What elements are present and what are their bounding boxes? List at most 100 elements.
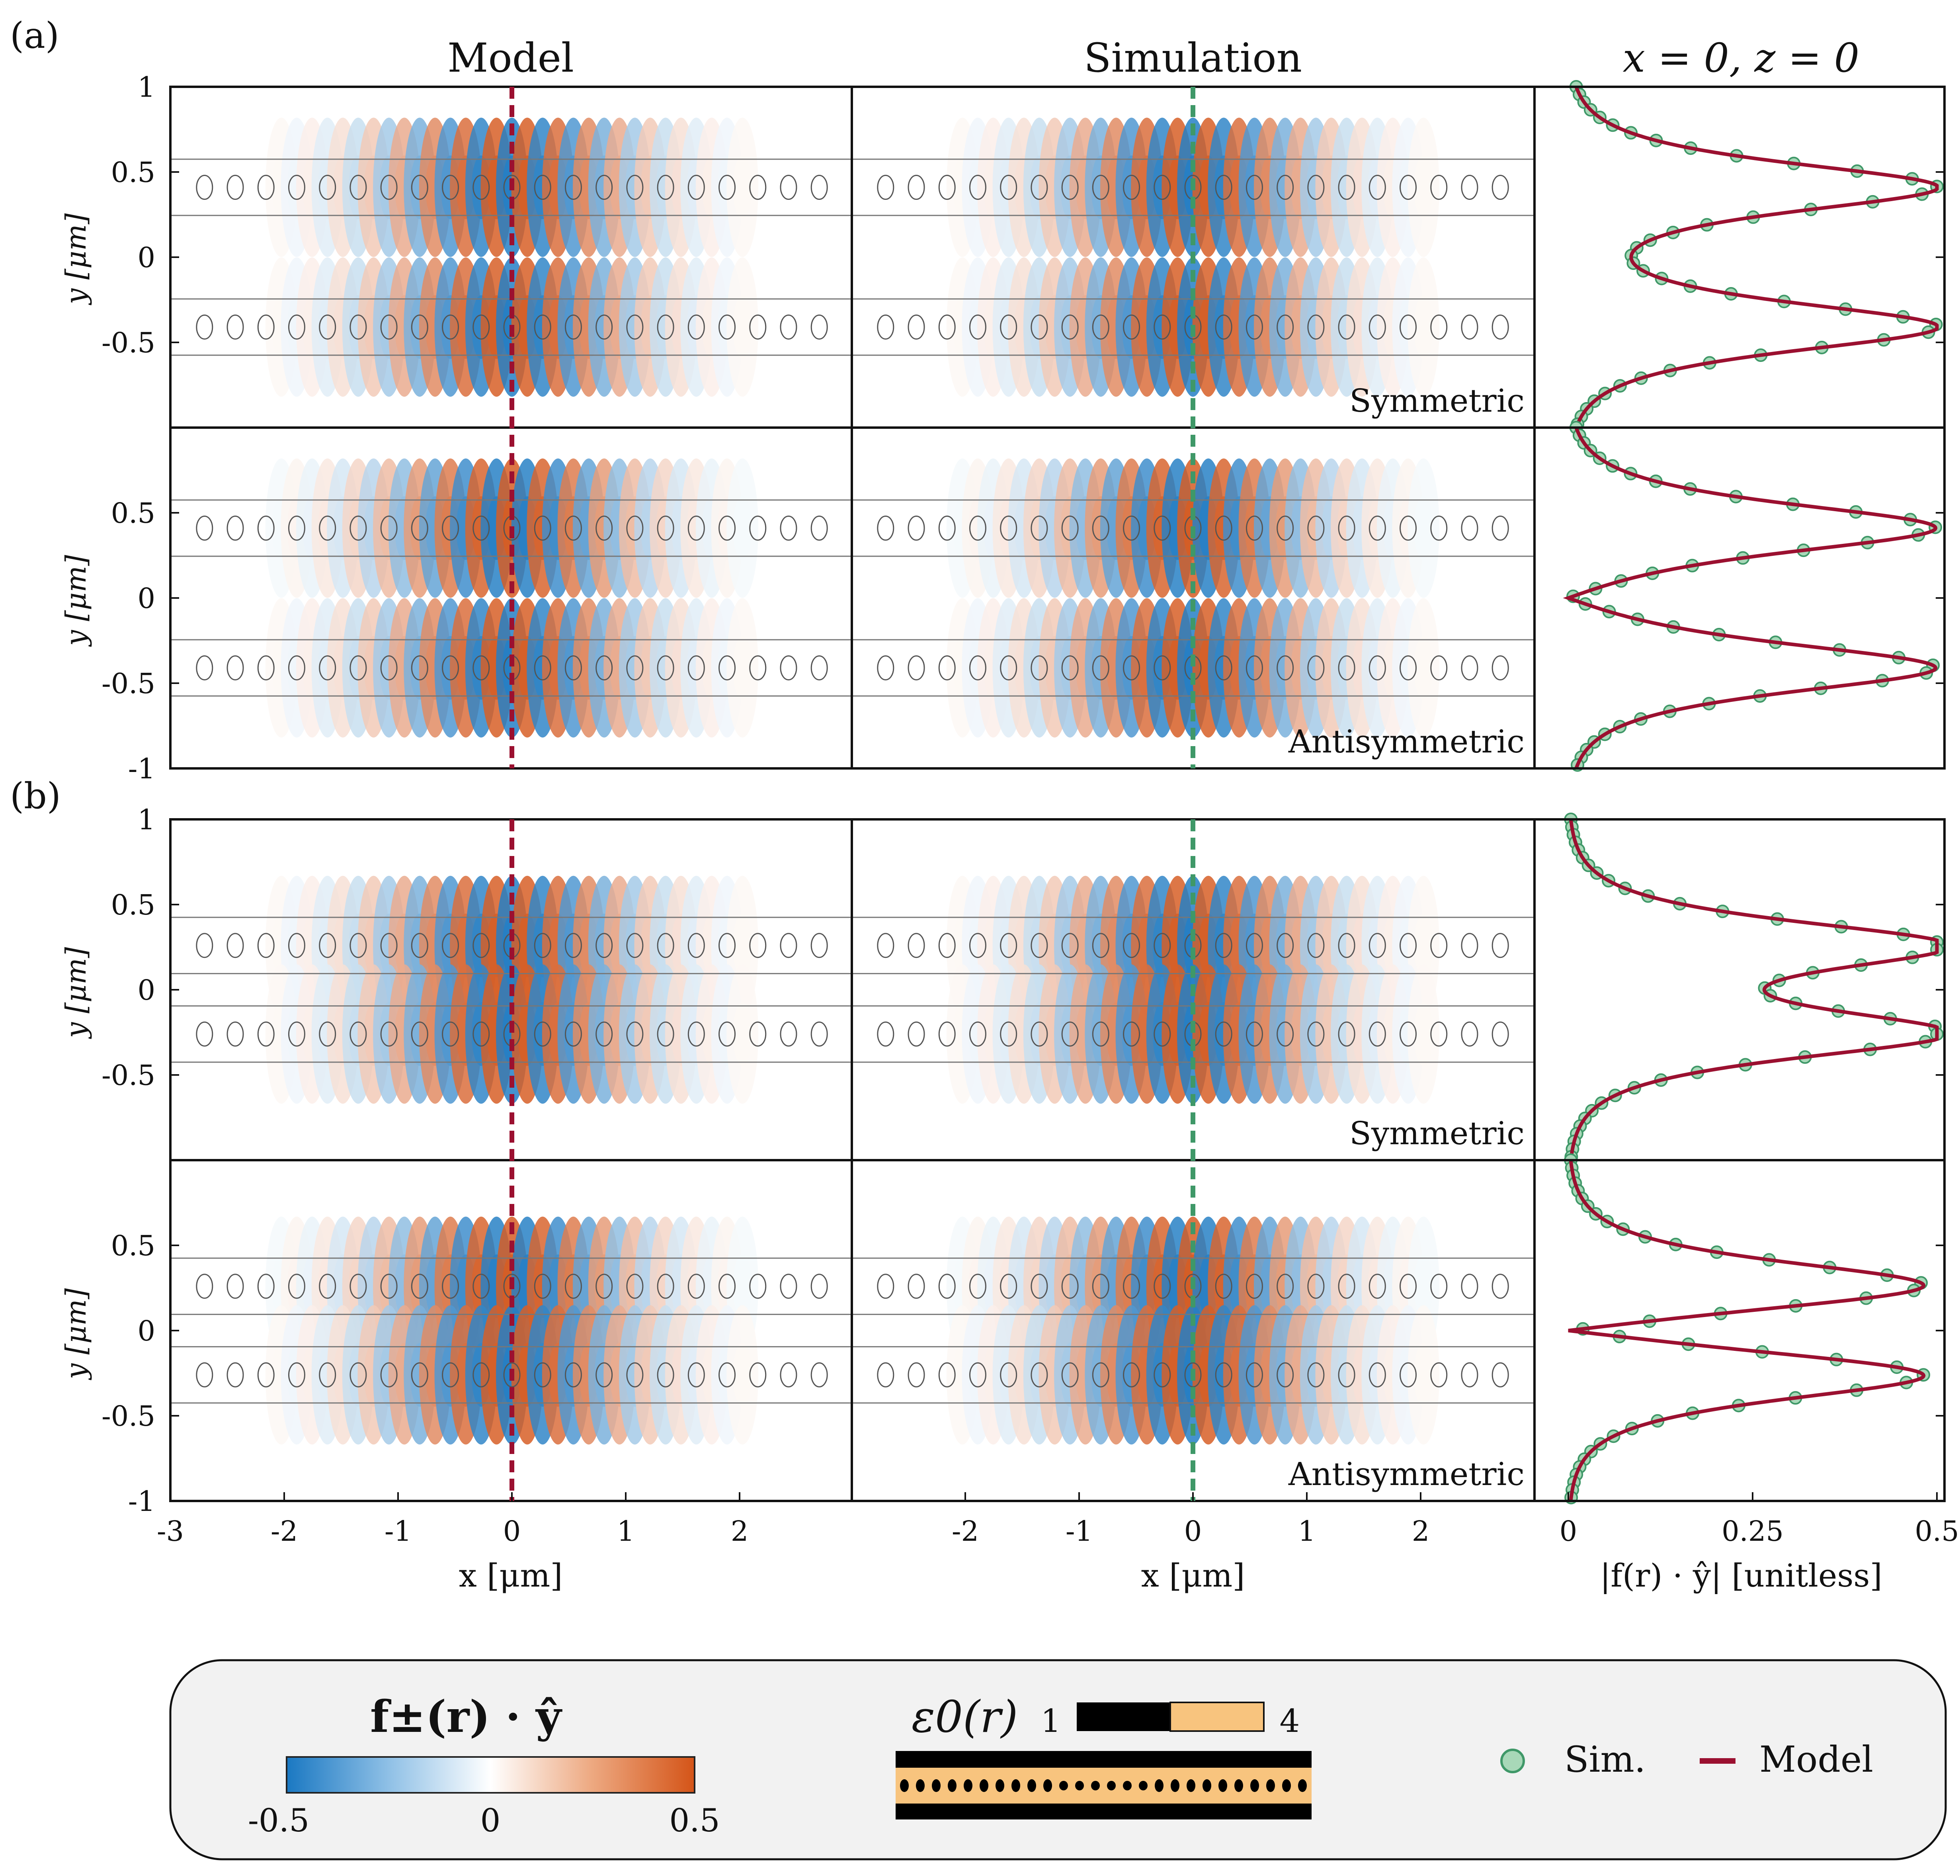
photonic-hole: [687, 1021, 705, 1047]
eps-strip-hole: [1203, 1779, 1211, 1792]
eps-strip-hole: [900, 1779, 909, 1792]
colorbar: [286, 1756, 695, 1794]
photonic-hole: [687, 1362, 705, 1387]
colorbar-min-label: -0.5: [248, 1802, 309, 1839]
profile-sim-points: [1564, 813, 1944, 1164]
colorbar-title: f±(r) · ŷ: [370, 1691, 562, 1742]
profile-sim-points: [1569, 80, 1944, 431]
photonic-hole: [749, 1362, 767, 1387]
photonic-hole: [810, 1362, 828, 1387]
photonic-hole: [626, 175, 644, 200]
photonic-hole: [349, 1021, 367, 1047]
photonic-hole: [349, 175, 367, 200]
sim-legend-label: Sim.: [1564, 1739, 1646, 1780]
photonic-hole: [411, 175, 428, 200]
panel-a-label: (a): [10, 15, 59, 57]
photonic-hole: [380, 655, 398, 680]
photonic-hole: [780, 314, 797, 340]
photonic-hole: [1154, 655, 1171, 680]
photonic-hole: [938, 314, 956, 340]
photonic-hole: [1430, 516, 1448, 541]
photonic-hole: [1245, 1274, 1263, 1299]
field-lobe-core: [733, 496, 752, 560]
column-title-simulation: Simulation: [1084, 35, 1302, 81]
photonic-hole: [1031, 933, 1048, 958]
photonic-hole: [257, 1274, 275, 1299]
panel-b-label: (b): [10, 775, 61, 817]
x-tick-label: 0: [1560, 1515, 1577, 1548]
photonic-hole: [938, 1274, 956, 1299]
photonic-hole: [196, 1274, 213, 1299]
photonic-hole: [1400, 175, 1417, 200]
field-lobe-core: [1414, 1343, 1433, 1407]
photonic-hole: [380, 1362, 398, 1387]
photonic-hole: [534, 933, 551, 958]
eps-strip-hole: [1218, 1779, 1227, 1792]
photonic-hole: [810, 1274, 828, 1299]
photonic-hole: [1400, 1274, 1417, 1299]
eps-strip-hole: [1075, 1781, 1084, 1790]
model-legend-label: Model: [1759, 1739, 1873, 1780]
photonic-hole: [257, 655, 275, 680]
profile-model-line: [1563, 427, 1938, 769]
photonic-hole: [1277, 1274, 1294, 1299]
photonic-hole: [1061, 1021, 1079, 1047]
photonic-hole: [687, 516, 705, 541]
photonic-hole: [196, 933, 213, 958]
eps-strip-hole: [1123, 1781, 1132, 1790]
photonic-hole: [780, 1362, 797, 1387]
photonic-hole: [226, 1274, 244, 1299]
photonic-hole: [288, 1362, 305, 1387]
epsilon-min-label: 1: [1041, 1702, 1061, 1739]
photonic-hole: [1123, 1274, 1140, 1299]
photonic-hole: [1400, 1021, 1417, 1047]
photonic-hole: [411, 655, 428, 680]
photonic-hole: [1245, 516, 1263, 541]
photonic-hole: [1368, 314, 1386, 340]
photonic-hole: [1123, 314, 1140, 340]
photonic-hole: [1430, 933, 1448, 958]
x-axis-label-model: x [μm]: [459, 1557, 563, 1594]
photonic-hole: [1461, 655, 1478, 680]
photonic-hole: [472, 516, 490, 541]
field-lobe-core: [733, 1343, 752, 1407]
x-tick-label: 2: [731, 1515, 749, 1548]
photonic-hole: [442, 1362, 459, 1387]
photonic-hole: [1461, 516, 1478, 541]
photonic-hole: [1491, 655, 1509, 680]
photonic-hole: [564, 175, 582, 200]
photonic-hole: [1092, 933, 1109, 958]
photonic-hole: [564, 1021, 582, 1047]
photonic-hole: [1400, 1362, 1417, 1387]
photonic-hole: [749, 933, 767, 958]
field-lobe-core: [1414, 913, 1433, 977]
photonic-hole: [657, 1362, 674, 1387]
photonic-hole: [534, 655, 551, 680]
y-tick-label: 0.5: [111, 156, 155, 189]
photonic-hole: [226, 1362, 244, 1387]
photonic-hole: [1245, 314, 1263, 340]
photonic-hole: [1368, 1274, 1386, 1299]
photonic-hole: [319, 314, 336, 340]
y-axis-label-row-2: y [μm]: [60, 555, 92, 647]
epsilon-title: ε0(r): [912, 1691, 1018, 1742]
eps-strip-core: [896, 1768, 1312, 1804]
photonic-hole: [1491, 516, 1509, 541]
photonic-hole: [1277, 175, 1294, 200]
photonic-hole: [472, 1021, 490, 1047]
photonic-hole: [595, 1021, 613, 1047]
photonic-hole: [1031, 1021, 1048, 1047]
legend: f±(r) · ŷ -0.5 0 0.5 ε0(r) 1 4 Sim. Mode…: [169, 1659, 1947, 1860]
profile-model-line: [1574, 86, 1939, 428]
photonic-hole: [877, 516, 894, 541]
photonic-hole: [749, 1021, 767, 1047]
field-map: [265, 117, 759, 397]
photonic-hole: [595, 314, 613, 340]
y-tick-label: -0.5: [102, 326, 155, 359]
photonic-hole: [1245, 655, 1263, 680]
photonic-hole: [1123, 1021, 1140, 1047]
epsilon-max-label: 4: [1280, 1702, 1300, 1739]
field-lobe-core: [733, 1002, 752, 1066]
photonic-hole: [1061, 933, 1079, 958]
photonic-hole: [1430, 655, 1448, 680]
